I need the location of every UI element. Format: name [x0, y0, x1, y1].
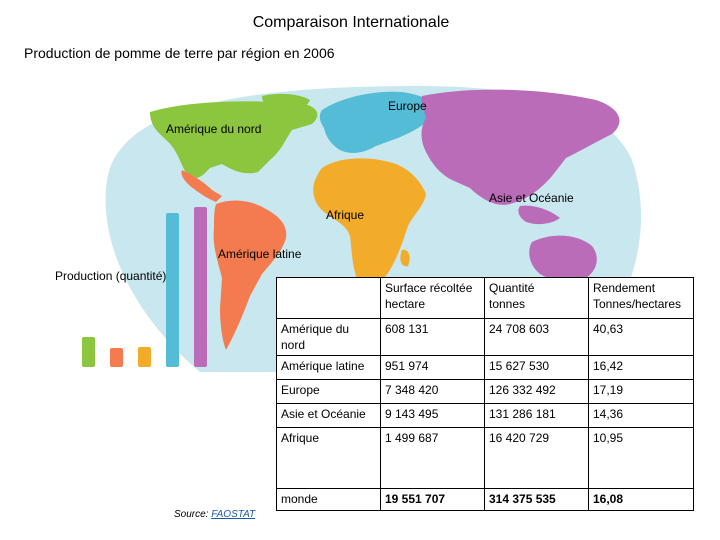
table-row: Amérique du nord 608 131 24 708 603 40,6… [276, 318, 694, 356]
table-cell-rendement: 10,95 [588, 427, 694, 489]
table-cell-region: Amérique du nord [276, 318, 381, 356]
chart-title: Comparaison Internationale [252, 14, 450, 31]
table-cell-quantite: 16 420 729 [484, 427, 589, 489]
table-cell-surface: 9 143 495 [380, 403, 485, 428]
bar-afrique [138, 347, 151, 367]
map-region-asia [421, 89, 620, 205]
map-region-central-america [181, 170, 222, 202]
table-cell-surface: 951 974 [380, 355, 485, 380]
table-cell-quantite: 314 375 535 [484, 488, 589, 511]
production-label: Production (quantité) [55, 269, 167, 283]
table-row: Asie et Océanie 9 143 495 131 286 181 14… [276, 403, 694, 428]
table-cell-rendement: 40,63 [588, 318, 694, 356]
table-cell-rendement: 17,19 [588, 379, 694, 404]
table-row: Amérique latine 951 974 15 627 530 16,42 [276, 355, 694, 380]
map-label-latin-america: Amérique latine [218, 247, 302, 261]
map-label-north-america: Amérique du nord [166, 122, 262, 136]
table-header-quantite: Quantité tonnes [484, 277, 589, 319]
table-cell-region: Europe [276, 379, 381, 404]
table-cell-surface: 19 551 707 [380, 488, 485, 511]
table-cell-rendement: 16,42 [588, 355, 694, 380]
source-note: Source: FAOSTAT [174, 509, 255, 520]
table-cell-region: Amérique latine [276, 355, 381, 380]
table-header-quantite-line1: Quantité [489, 281, 535, 295]
table-cell-surface: 1 499 687 [380, 427, 485, 489]
map-madagascar [400, 249, 410, 267]
table-header-quantite-line2: tonnes [489, 297, 526, 311]
map-greenland [262, 93, 310, 117]
map-region-asia-islands [518, 205, 560, 225]
table-cell-quantite: 24 708 603 [484, 318, 589, 356]
map-region-north-america [150, 101, 318, 179]
bar-am-rique-latine [110, 348, 123, 367]
table-cell-surface: 608 131 [380, 318, 485, 356]
source-prefix: Source: [174, 509, 212, 520]
table-header-rendement: Rendement Tonnes/hectares [588, 277, 694, 319]
map-region-africa [313, 158, 426, 289]
table-header-blank [276, 277, 381, 319]
table-row: Europe 7 348 420 126 332 492 17,19 [276, 379, 694, 404]
map-region-latin-america [213, 200, 287, 350]
table-header-surface: Surface récoltée hectare [380, 277, 485, 319]
table-header-row: Surface récoltée hectare Quantité tonnes… [276, 277, 694, 319]
table-cell-rendement: 14,36 [588, 403, 694, 428]
table-cell-rendement: 16,08 [588, 488, 694, 511]
table-cell-region: monde [276, 488, 381, 511]
table-header-rendement-line1: Rendement [593, 281, 656, 295]
data-table: Surface récoltée hectare Quantité tonnes… [276, 277, 694, 511]
table-cell-region: Asie et Océanie [276, 403, 381, 428]
table-header-surface-line1: Surface récoltée [385, 281, 473, 295]
table-row: Afrique 1 499 687 16 420 729 10,95 [276, 427, 694, 489]
table-cell-quantite: 131 286 181 [484, 403, 589, 428]
chart-subtitle: Production de pomme de terre par région … [24, 45, 335, 61]
map-region-oceania [529, 235, 597, 282]
map-label-asia: Asie et Océanie [489, 191, 574, 205]
bar-am-rique-du-nord [82, 337, 95, 367]
table-cell-region: Afrique [276, 427, 381, 489]
table-cell-quantite: 126 332 492 [484, 379, 589, 404]
map-label-europe: Europe [388, 99, 427, 113]
map-label-africa: Afrique [326, 208, 365, 222]
source-link[interactable]: FAOSTAT [211, 509, 256, 520]
table-cell-quantite: 15 627 530 [484, 355, 589, 380]
map-region-europe [319, 91, 435, 153]
table-cell-surface: 7 348 420 [380, 379, 485, 404]
table-header-rendement-line2: Tonnes/hectares [593, 297, 682, 311]
table-row-total: monde 19 551 707 314 375 535 16,08 [276, 488, 694, 511]
bar-europe [166, 213, 179, 367]
table-header-surface-line2: hectare [385, 297, 426, 311]
bar-asie-et-oc-anie [194, 207, 207, 367]
